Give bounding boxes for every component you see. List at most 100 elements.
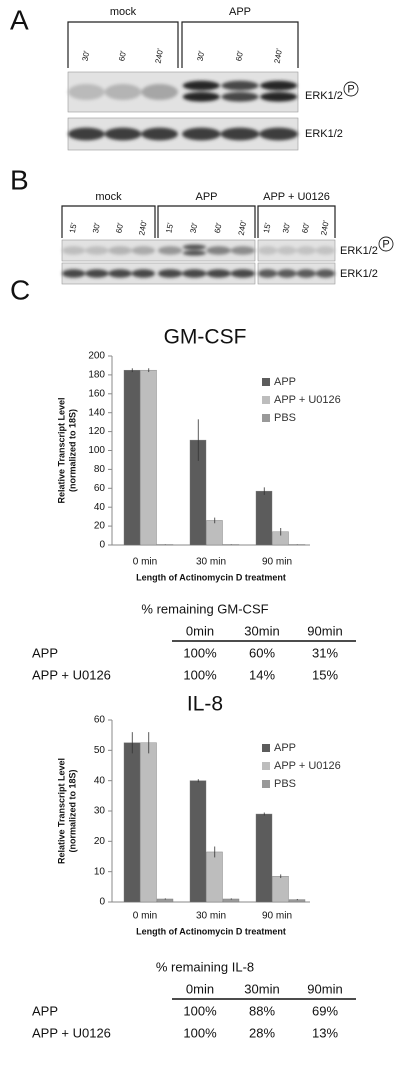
row-label: APP <box>32 1003 58 1018</box>
band <box>109 246 132 254</box>
bar <box>124 370 140 545</box>
legend-label: APP + U0126 <box>274 394 341 406</box>
time-label: 240' <box>154 47 166 64</box>
band <box>85 269 108 277</box>
y-axis-title: (normalized to 18S) <box>67 409 77 492</box>
legend-swatch <box>262 396 270 404</box>
bar <box>273 876 289 902</box>
band <box>132 246 155 254</box>
band <box>258 246 277 254</box>
y-tick-label: 100 <box>88 445 105 456</box>
group-label: APP <box>229 6 251 18</box>
band <box>259 128 298 141</box>
table-cell: 88% <box>249 1003 275 1018</box>
table-cell: 69% <box>312 1003 338 1018</box>
band <box>277 269 296 277</box>
row-label: ERK1/2 <box>305 90 343 102</box>
panel-label: A <box>10 4 29 35</box>
time-label: 30' <box>189 222 200 234</box>
y-tick-label: 20 <box>94 836 106 847</box>
y-tick-label: 40 <box>94 502 106 513</box>
row-label: APP + U0126 <box>32 667 111 682</box>
y-tick-label: 50 <box>94 745 106 756</box>
phospho-mark: P <box>382 238 389 250</box>
row-label: APP + U0126 <box>32 1025 111 1040</box>
row-label: ERK1/2 <box>305 128 343 140</box>
table-cell: 100% <box>183 1003 217 1018</box>
x-tick-label: 0 min <box>133 557 157 568</box>
column-header: 90min <box>307 981 342 996</box>
band <box>182 128 221 141</box>
bar <box>141 743 157 902</box>
table-cell: 31% <box>312 645 338 660</box>
table-cell: 28% <box>249 1025 275 1040</box>
band <box>141 128 178 141</box>
time-label: 15' <box>68 222 79 234</box>
y-tick-label: 20 <box>94 521 106 532</box>
band <box>183 81 220 91</box>
row-label: ERK1/2 <box>340 245 378 257</box>
time-label: 30' <box>91 222 102 234</box>
x-axis-title: Length of Actinomycin D treatment <box>136 572 286 582</box>
band <box>221 92 258 102</box>
column-header: 30min <box>244 623 279 638</box>
band <box>109 269 132 277</box>
y-tick-label: 80 <box>94 464 106 475</box>
time-label: 240' <box>137 219 149 236</box>
x-tick-label: 30 min <box>196 911 226 922</box>
x-tick-label: 90 min <box>262 557 292 568</box>
group-label: APP <box>195 191 217 203</box>
column-header: 0min <box>186 981 214 996</box>
table-cell: 15% <box>312 667 338 682</box>
time-label: 60' <box>114 222 125 234</box>
time-label: 240' <box>319 219 331 236</box>
chart-title: GM-CSF <box>164 326 247 349</box>
band <box>260 92 297 102</box>
band <box>207 246 231 254</box>
bar <box>207 520 223 545</box>
x-tick-label: 0 min <box>133 911 157 922</box>
band <box>277 246 296 254</box>
band <box>316 269 335 277</box>
band <box>221 81 258 91</box>
y-tick-label: 40 <box>94 775 106 786</box>
band <box>207 269 231 277</box>
legend-swatch <box>262 378 270 386</box>
legend-swatch <box>262 414 270 422</box>
band <box>231 246 255 254</box>
table-title: % remaining GM-CSF <box>141 601 268 616</box>
legend-swatch <box>262 780 270 788</box>
band <box>132 269 155 277</box>
band <box>183 92 220 102</box>
bar <box>207 852 223 902</box>
y-tick-label: 0 <box>99 897 105 908</box>
y-tick-label: 30 <box>94 806 106 817</box>
time-label: 15' <box>262 222 273 234</box>
legend-swatch <box>262 762 270 770</box>
time-label: 60' <box>300 222 311 234</box>
band <box>182 269 206 277</box>
x-axis-title: Length of Actinomycin D treatment <box>136 926 286 936</box>
x-tick-label: 90 min <box>262 911 292 922</box>
band <box>158 269 182 277</box>
y-tick-label: 60 <box>94 715 106 726</box>
legend-label: APP <box>274 742 296 754</box>
bar <box>141 370 157 545</box>
band <box>68 84 105 100</box>
time-label: 15' <box>164 222 175 234</box>
y-tick-label: 180 <box>88 370 105 381</box>
y-axis-title: Relative Transcript Level <box>56 397 66 503</box>
x-tick-label: 30 min <box>196 557 226 568</box>
y-tick-label: 200 <box>88 351 105 362</box>
time-label: 240' <box>237 219 249 236</box>
band <box>183 251 206 256</box>
table-cell: 100% <box>183 667 217 682</box>
bar <box>190 781 206 902</box>
phospho-mark: P <box>347 83 354 95</box>
band <box>183 245 206 250</box>
band <box>105 128 142 141</box>
band <box>231 269 255 277</box>
band <box>105 84 142 100</box>
bar <box>124 743 140 902</box>
column-header: 90min <box>307 623 342 638</box>
